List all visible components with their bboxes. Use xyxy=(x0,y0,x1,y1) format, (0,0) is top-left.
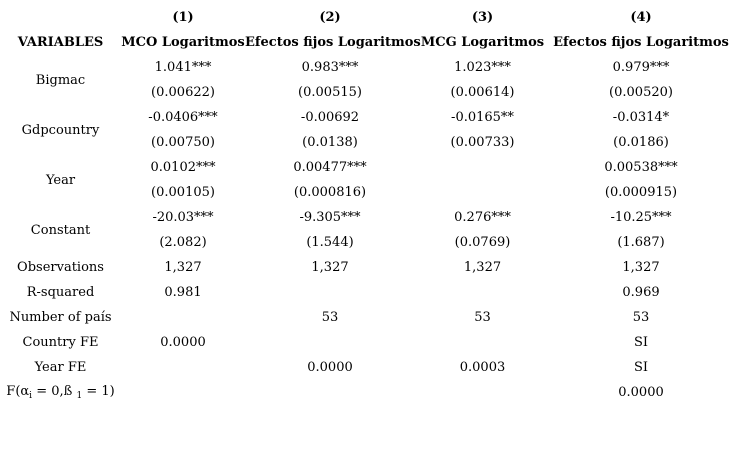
variable-label: Gdpcountry xyxy=(21,122,100,138)
stat-cell: SI xyxy=(633,335,649,350)
stat-cell xyxy=(415,330,550,355)
stat-cell: 1,327 xyxy=(164,260,202,275)
coef-cell: -9.305*** xyxy=(299,210,361,225)
se-cell: (0.00622) xyxy=(151,85,215,100)
se-cell: (1.687) xyxy=(617,235,665,250)
variable-label: Year xyxy=(45,172,76,188)
stat-cell xyxy=(245,380,415,405)
stat-cell: 0.0000 xyxy=(618,385,664,400)
stat-label: Country FE xyxy=(22,335,99,350)
se-cell: (0.000816) xyxy=(293,185,367,200)
se-row-constant: (2.082) (1.544) (0.0769) (1.687) xyxy=(0,230,732,255)
se-cell xyxy=(415,180,550,205)
se-cell: (1.544) xyxy=(306,235,354,250)
f-label-sub-i: i xyxy=(29,390,33,401)
coef-cell: -0.00692 xyxy=(300,110,360,125)
column-header-row: VARIABLES MCO Logaritmos Efectos fijos L… xyxy=(0,30,732,55)
se-cell: (0.00520) xyxy=(609,85,673,100)
variable-label: Constant xyxy=(30,222,91,238)
stat-label: Year FE xyxy=(34,360,87,375)
model-number-header: (2) xyxy=(319,10,341,25)
coef-cell xyxy=(415,155,550,180)
f-test-label: F(αi = 0,ß 1 = 1) xyxy=(0,380,121,405)
stat-cell: 0.981 xyxy=(164,285,202,300)
stat-cell xyxy=(245,330,415,355)
coef-cell: -10.25*** xyxy=(610,210,672,225)
se-cell: (0.00105) xyxy=(151,185,215,200)
model-name-header: Efectos fijos Logaritmos xyxy=(553,35,729,50)
stat-cell: 1,327 xyxy=(463,260,502,275)
stat-label: R-squared xyxy=(26,285,95,300)
se-cell: (0.00750) xyxy=(151,135,215,150)
stat-cell: 1,327 xyxy=(622,260,660,275)
coef-cell: 1.023*** xyxy=(454,60,511,75)
model-number-header: (4) xyxy=(630,10,652,25)
se-cell: (0.00733) xyxy=(450,135,515,150)
se-row-bigmac: (0.00622) (0.00515) (0.00614) (0.00520) xyxy=(0,80,732,105)
se-cell: (0.0186) xyxy=(613,135,669,150)
stat-label: Number of país xyxy=(9,310,112,325)
stat-row-r-squared: R-squared 0.981 0.969 xyxy=(0,280,732,305)
model-number-row: (1) (2) (3) (4) xyxy=(0,5,732,30)
stat-cell: 53 xyxy=(474,310,491,325)
stat-cell xyxy=(121,380,245,405)
coef-row-year: Year 0.0102*** 0.00477*** 0.00538*** xyxy=(0,155,732,187)
model-name-header: MCO Logaritmos xyxy=(121,35,245,50)
stat-cell: 1,327 xyxy=(311,260,349,275)
coef-row-bigmac: Bigmac 1.041*** 0.983*** 1.023*** 0.979*… xyxy=(0,55,732,87)
variable-label: Bigmac xyxy=(35,72,86,88)
stat-label: Observations xyxy=(17,260,104,275)
stat-cell xyxy=(415,380,550,405)
se-row-gdpcountry: (0.00750) (0.0138) (0.00733) (0.0186) xyxy=(0,130,732,155)
stat-row-observations: Observations 1,327 1,327 1,327 1,327 xyxy=(0,255,732,280)
se-cell: (2.082) xyxy=(159,235,207,250)
stat-row-number-of-pais: Number of país 53 53 53 xyxy=(0,305,732,330)
model-name-header: Efectos fijos Logaritmos xyxy=(245,35,421,50)
coef-row-gdpcountry: Gdpcountry -0.0406*** -0.00692 -0.0165**… xyxy=(0,105,732,137)
stat-cell xyxy=(121,305,245,330)
stat-cell: 0.0003 xyxy=(459,360,506,375)
coef-cell: 0.983*** xyxy=(301,60,359,75)
stat-cell: 53 xyxy=(632,310,650,325)
f-label-mid: = 0,ß xyxy=(32,383,77,399)
model-number-header: (3) xyxy=(471,10,494,25)
coef-row-constant: Constant -20.03*** -9.305*** 0.276*** -1… xyxy=(0,205,732,237)
corner-cell xyxy=(0,5,121,30)
coef-cell: -0.0165** xyxy=(451,110,514,125)
coef-cell: 1.041*** xyxy=(154,60,212,75)
regression-table: (1) (2) (3) (4) VARIABLES MCO Logaritmos… xyxy=(0,5,732,405)
coef-cell: 0.00477*** xyxy=(293,160,367,175)
variables-header: VARIABLES xyxy=(17,35,104,50)
model-name-header: MCG Logaritmos xyxy=(420,35,545,50)
model-number-header: (1) xyxy=(172,10,194,25)
stat-cell: SI xyxy=(633,360,649,375)
stat-row-country-fe: Country FE 0.0000 SI xyxy=(0,330,732,355)
coef-cell: -0.0406*** xyxy=(148,110,218,125)
se-cell: (0.0138) xyxy=(302,135,358,150)
stat-cell: 0.969 xyxy=(622,285,660,300)
stat-cell xyxy=(415,280,550,305)
se-cell: (0.00515) xyxy=(298,85,362,100)
coef-cell: 0.0102*** xyxy=(150,160,216,175)
coef-cell: -20.03*** xyxy=(152,210,214,225)
se-row-year: (0.00105) (0.000816) (0.000915) xyxy=(0,180,732,205)
stat-cell xyxy=(245,280,415,305)
stat-cell: 0.0000 xyxy=(307,360,353,375)
coef-cell: 0.276*** xyxy=(454,210,511,225)
coef-cell: 0.979*** xyxy=(612,60,670,75)
coef-cell: -0.0314* xyxy=(612,110,670,125)
f-label-post: = 1) xyxy=(82,383,115,399)
coef-cell: 0.00538*** xyxy=(604,160,678,175)
stat-cell xyxy=(121,355,245,380)
f-label-sub-1: 1 xyxy=(76,390,83,401)
stat-cell: 0.0000 xyxy=(160,335,206,350)
se-cell: (0.0769) xyxy=(454,235,511,250)
stat-row-f-test: F(αi = 0,ß 1 = 1) 0.0000 xyxy=(0,380,732,405)
f-label-pre: F(α xyxy=(6,383,30,399)
se-cell: (0.00614) xyxy=(450,85,515,100)
se-cell: (0.000915) xyxy=(604,185,678,200)
stat-cell: 53 xyxy=(321,310,339,325)
stat-row-year-fe: Year FE 0.0000 0.0003 SI xyxy=(0,355,732,380)
